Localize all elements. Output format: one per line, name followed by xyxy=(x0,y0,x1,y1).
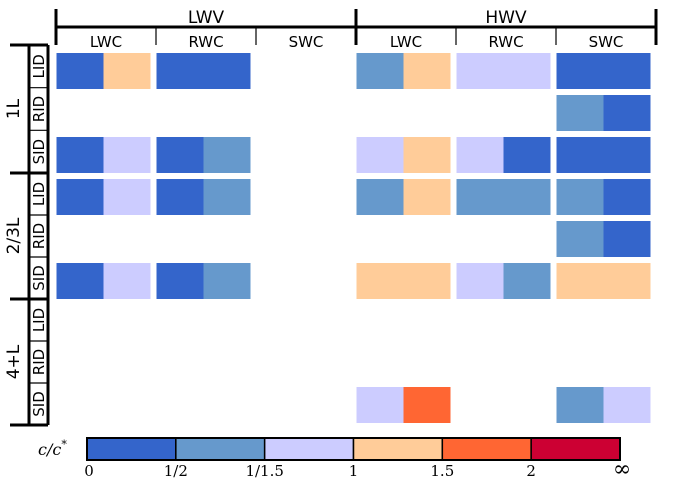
subgroup-label-hwv-rwc: RWC xyxy=(488,33,523,51)
cell-r2-c1-right xyxy=(203,137,251,173)
cell-r1-c5-right xyxy=(603,95,651,131)
cell-r2-c0-right xyxy=(103,137,151,173)
cell-r4-c5-right xyxy=(603,221,651,257)
colorbar-bin-2 xyxy=(263,437,355,461)
colorbar-tick-label-3: 1 xyxy=(349,462,359,480)
cell-r2-c4-left xyxy=(456,137,504,173)
column-headers: LWV LWC RWC SWC HWV LWC RWC SWC xyxy=(54,8,658,51)
cell-r0-c4 xyxy=(456,53,551,89)
cell-r2-c3-left xyxy=(356,137,404,173)
subgroup-label-hwv-swc: SWC xyxy=(589,33,624,51)
row-group-label-2: 4+L xyxy=(4,344,24,379)
row-label-1-lid: LID xyxy=(30,182,48,206)
cell-r3-c4 xyxy=(456,179,551,215)
cell-r5-c0-right xyxy=(103,263,151,299)
row-label-0-rid: RID xyxy=(30,96,48,122)
cell-r3-c1-left xyxy=(156,179,204,215)
row-label-2-lid: LID xyxy=(30,308,48,332)
colorbar-bin-0 xyxy=(86,437,177,461)
subgroup-label-lwv-swc: SWC xyxy=(289,33,324,51)
cell-r8-c5-left xyxy=(556,387,604,423)
cell-r5-c3 xyxy=(356,263,451,299)
cell-r8-c3-left xyxy=(356,387,404,423)
heatmap-cells xyxy=(56,53,651,423)
colorbar-bin-5 xyxy=(530,437,621,461)
colorbar-tick-label-0: 0 xyxy=(84,462,94,480)
cell-r8-c5-right xyxy=(603,387,651,423)
cell-r0-c0-right xyxy=(103,53,151,89)
cell-r3-c3-left xyxy=(356,179,404,215)
subgroup-label-lwv-lwc: LWC xyxy=(90,33,122,51)
cell-r0-c3-right xyxy=(403,53,451,89)
row-label-1-sid: SID xyxy=(30,265,48,291)
cell-r3-c5-left xyxy=(556,179,604,215)
colorbar: c/c* 0 1/2 1/1.5 1 1.5 2 ∞ xyxy=(38,437,631,482)
cell-r2-c1-left xyxy=(156,137,204,173)
cell-r5-c0-left xyxy=(56,263,104,299)
colorbar-bin-1 xyxy=(175,437,266,461)
row-group-label-0: 1L xyxy=(4,98,24,119)
colorbar-tick-label-2: 1/1.5 xyxy=(245,462,283,480)
subgroup-label-lwv-rwc: RWC xyxy=(188,33,223,51)
colorbar-bin-4 xyxy=(441,437,532,461)
colorbar-frame xyxy=(86,437,621,461)
cell-r1-c5-left xyxy=(556,95,604,131)
cell-r5-c1-right xyxy=(203,263,251,299)
row-label-2-sid: SID xyxy=(30,391,48,417)
cell-r3-c3-right xyxy=(403,179,451,215)
cell-r5-c1-left xyxy=(156,263,204,299)
cell-r2-c0-left xyxy=(56,137,104,173)
colorbar-tick-label-4: 1.5 xyxy=(430,462,454,480)
cell-r0-c3-left xyxy=(356,53,404,89)
cell-r3-c0-right xyxy=(103,179,151,215)
row-headers: 1L LID RID SID 2/3L LID RID SID 4+L LID RID SID xyxy=(4,43,50,427)
group-label-hwv: HWV xyxy=(485,8,527,28)
colorbar-bin-3 xyxy=(352,437,444,461)
cell-r3-c1-right xyxy=(203,179,251,215)
cell-r2-c4-right xyxy=(503,137,551,173)
row-group-label-1: 2/3L xyxy=(4,217,24,254)
cell-r0-c1 xyxy=(156,53,251,89)
colorbar-tick-label-5: 2 xyxy=(526,462,536,480)
cell-r3-c5-right xyxy=(603,179,651,215)
cell-r0-c5 xyxy=(556,53,651,89)
cell-r4-c5-left xyxy=(556,221,604,257)
colorbar-tick-label-1: 1/2 xyxy=(164,462,188,480)
subgroup-label-hwv-lwc: LWC xyxy=(390,33,422,51)
cell-r3-c0-left xyxy=(56,179,104,215)
row-label-1-rid: RID xyxy=(30,223,48,249)
row-label-0-lid: LID xyxy=(30,54,48,78)
group-label-lwv: LWV xyxy=(188,8,225,28)
cell-r2-c3-right xyxy=(403,137,451,173)
cell-r0-c0-left xyxy=(56,53,104,89)
cell-r5-c4-right xyxy=(503,263,551,299)
cell-r5-c5 xyxy=(556,263,651,299)
cell-r5-c4-left xyxy=(456,263,504,299)
row-label-2-rid: RID xyxy=(30,349,48,375)
row-label-0-sid: SID xyxy=(30,139,48,165)
colorbar-label: c/c* xyxy=(38,438,67,459)
cell-r2-c5 xyxy=(556,137,651,173)
colorbar-tick-label-6: ∞ xyxy=(613,457,631,482)
cell-r8-c3-right xyxy=(403,387,451,423)
